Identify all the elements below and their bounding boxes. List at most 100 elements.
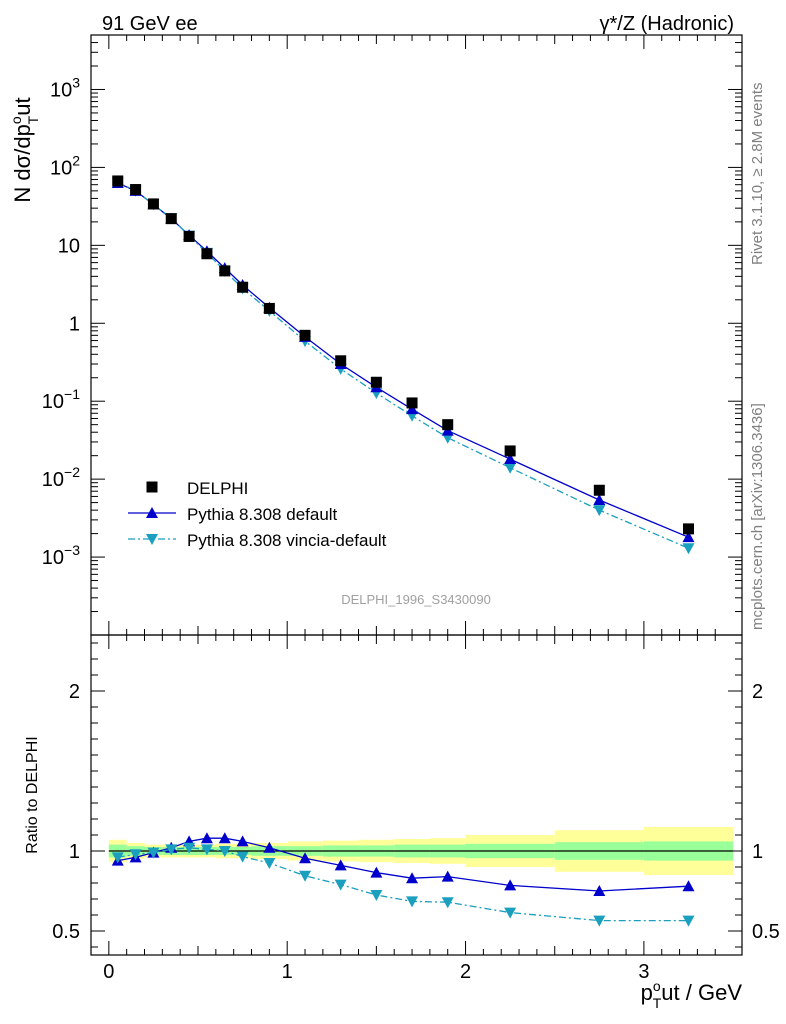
point-default [682, 531, 695, 543]
ratio-plot-panel: 0.5 0.5 1 1 2 2 0 1 2 3 Ratio to DELPHI po Tut / G… [24, 634, 780, 1011]
ratio-point-default [236, 835, 249, 847]
ratio-axis-ticks [91, 635, 742, 955]
ratio-point-vincia [406, 896, 419, 908]
point-data [442, 419, 454, 431]
point-data [219, 265, 231, 277]
ratio-tick-labels: 0.5 0.5 1 1 2 2 0 1 2 3 [52, 681, 780, 983]
tick-exp: −3 [64, 542, 80, 558]
x-axis-label: po Tut / GeV [641, 978, 743, 1011]
x-tick-label: 0 [103, 961, 114, 983]
y-tick-label-ratio-right: 1 [752, 841, 763, 863]
top-axis-ticks [91, 34, 742, 636]
legend-marker-data [146, 481, 158, 493]
y-axis-label-ratio: Ratio to DELPHI [24, 736, 41, 853]
header-left: 91 GeV ee [102, 13, 198, 35]
x-label-main: p [641, 980, 653, 1005]
point-vincia [504, 462, 517, 474]
ratio-point-default [200, 832, 213, 844]
x-label-sup: o [653, 978, 661, 994]
tick-base: 10 [42, 391, 64, 413]
point-data [263, 302, 275, 314]
tick-exp: −1 [64, 386, 80, 402]
x-label-tail: ut / GeV [661, 980, 742, 1005]
tick-base: 1 [69, 313, 80, 335]
ratio-point-vincia [200, 844, 213, 856]
point-data [130, 184, 142, 196]
tick-base: 10 [42, 547, 64, 569]
ratio-point-vincia [129, 849, 142, 861]
tick-exp: 3 [72, 74, 80, 90]
legend-marker-vincia [146, 534, 158, 545]
y-label-sup: o [8, 116, 24, 124]
y-tick-label-top: 103 [50, 74, 80, 101]
ratio-point-vincia [111, 852, 124, 864]
x-label-sub: T [653, 995, 662, 1011]
x-tick-label: 1 [282, 961, 293, 983]
legend: DELPHI Pythia 8.308 default Pythia 8.308 v… [128, 479, 387, 550]
ratio-point-vincia [236, 851, 249, 863]
ratio-point-vincia [334, 879, 347, 891]
point-data [183, 230, 195, 242]
x-tick-label: 2 [460, 961, 471, 983]
point-data [112, 175, 124, 187]
ratio-point-default [593, 885, 606, 896]
ratio-point-vincia [183, 842, 196, 854]
tick-exp: 2 [72, 152, 80, 168]
ratio-point-default [334, 859, 347, 871]
tick-base: 10 [50, 157, 72, 179]
ratio-point-vincia [218, 846, 231, 857]
ratio-plot-frame [90, 634, 743, 956]
ratio-point-vincia [370, 890, 383, 901]
y-tick-label-ratio-right: 2 [752, 681, 763, 703]
ratio-point-default [370, 866, 383, 878]
ratio-point-default [299, 852, 312, 864]
point-data [335, 355, 347, 367]
y-tick-label-ratio: 2 [69, 681, 80, 703]
point-data [299, 329, 311, 341]
watermark: DELPHI_1996_S3430090 [341, 592, 491, 607]
header-right: γ*/Z (Hadronic) [600, 13, 734, 35]
legend-label-data: DELPHI [187, 479, 248, 498]
point-data [682, 523, 694, 535]
mcplots-label: mcplots.cern.ch [arXiv:1306.3436] [749, 403, 766, 630]
y-tick-label-top: 10−2 [42, 464, 80, 491]
y-tick-label-ratio-right: 0.5 [752, 921, 780, 943]
point-data [147, 198, 159, 210]
x-tick-label: 3 [638, 961, 649, 983]
point-default [593, 493, 606, 505]
y-tick-label-top: 10−3 [42, 542, 80, 569]
ratio-point-default [682, 880, 695, 892]
point-data [370, 376, 382, 388]
legend-marker-default [146, 507, 158, 518]
ratio-point-default [406, 872, 419, 884]
y-tick-label-top: 102 [50, 152, 80, 179]
ratio-point-vincia [147, 847, 160, 859]
y-label-main: N dσ/dp [10, 124, 35, 202]
y-tick-label-ratio: 0.5 [52, 921, 80, 943]
tick-base: 10 [50, 79, 72, 101]
ratio-point-vincia [441, 897, 454, 909]
y-tick-label-top: 10−1 [42, 386, 80, 413]
tick-exp: −2 [64, 464, 80, 480]
legend-label-vincia: Pythia 8.308 vincia-default [187, 531, 387, 550]
point-data [237, 281, 249, 293]
y-label-sub: T [25, 115, 41, 124]
ratio-point-default [441, 870, 454, 882]
ratio-point-vincia [682, 915, 695, 927]
legend-label-default: Pythia 8.308 default [187, 505, 338, 524]
tick-base: 10 [58, 235, 80, 257]
tick-base: 10 [42, 469, 64, 491]
point-vincia [682, 543, 695, 555]
point-data [165, 213, 177, 225]
point-data [201, 248, 213, 260]
ratio-point-default [218, 832, 231, 844]
point-vincia [593, 505, 606, 517]
ratio-series-layer [111, 832, 695, 927]
y-tick-label-top: 1 [69, 313, 80, 335]
ratio-point-default [504, 879, 517, 891]
point-data [406, 397, 418, 409]
ratio-point-vincia [299, 870, 312, 882]
y-axis-label-top: N dσ/dpoTut [8, 97, 41, 202]
